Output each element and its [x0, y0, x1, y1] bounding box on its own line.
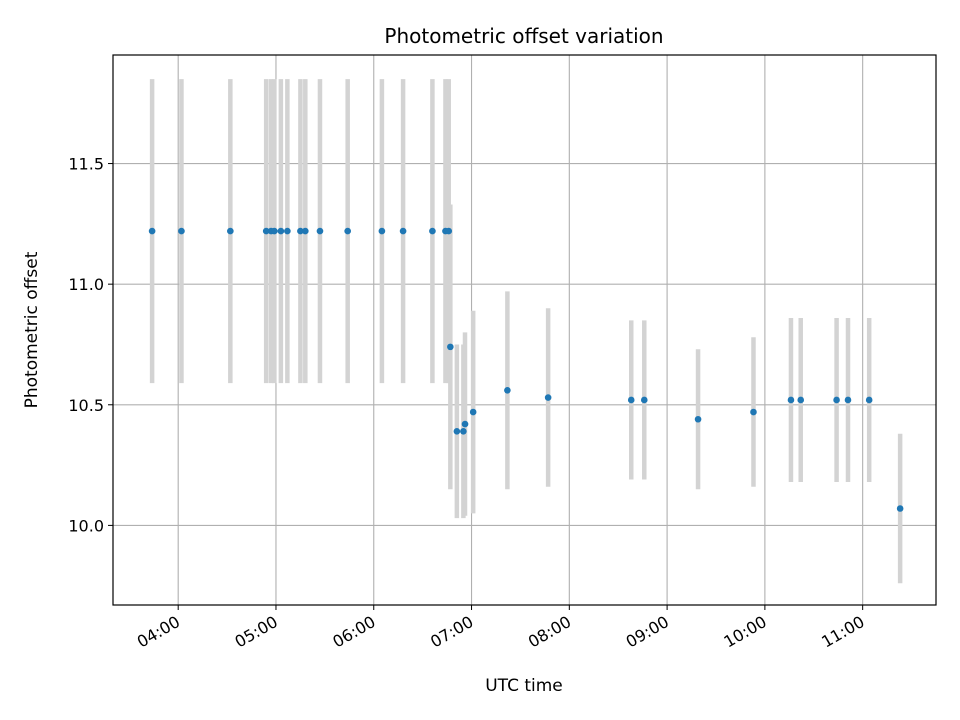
data-point [833, 396, 840, 404]
data-point [316, 227, 324, 235]
data-point [787, 396, 795, 404]
data-point [429, 227, 436, 235]
data-point [148, 227, 156, 235]
data-point [865, 396, 873, 404]
chart-title: Photometric offset variation [384, 24, 663, 48]
data-point [302, 227, 309, 235]
x-axis-label: UTC time [485, 676, 563, 696]
data-point [844, 396, 852, 404]
plot-area-frame [112, 54, 937, 606]
data-point [627, 396, 635, 404]
tick-layer: 04:00 05:00 06:00 07:00 08:00 09:00 10:00 11:00… [68, 155, 867, 652]
y-axis-label: Photometric offset [22, 251, 42, 408]
data-point [640, 396, 648, 404]
data-point [896, 505, 904, 512]
data-point [797, 396, 805, 404]
data-point [447, 343, 454, 351]
data-point [445, 227, 453, 235]
data-point [399, 227, 407, 235]
data-point [227, 227, 234, 235]
data-point [277, 227, 285, 235]
data-point [271, 227, 278, 235]
y-tick-label: 10.0 [68, 516, 104, 535]
data-point [297, 227, 304, 235]
data-point [469, 408, 477, 416]
data-point [461, 420, 469, 428]
data-point [178, 227, 185, 235]
data-point [694, 415, 702, 423]
y-tick-label: 10.5 [68, 396, 104, 415]
point-layer [148, 227, 904, 512]
data-point [378, 227, 386, 235]
y-tick-label: 11.5 [68, 155, 104, 174]
data-point [344, 227, 351, 235]
data-point [262, 227, 270, 235]
data-point [460, 428, 467, 435]
data-point [750, 408, 757, 416]
data-point [284, 227, 291, 235]
data-point [544, 394, 552, 401]
y-tick-label: 11.0 [68, 275, 104, 294]
data-point [504, 387, 511, 394]
data-point [453, 428, 461, 435]
